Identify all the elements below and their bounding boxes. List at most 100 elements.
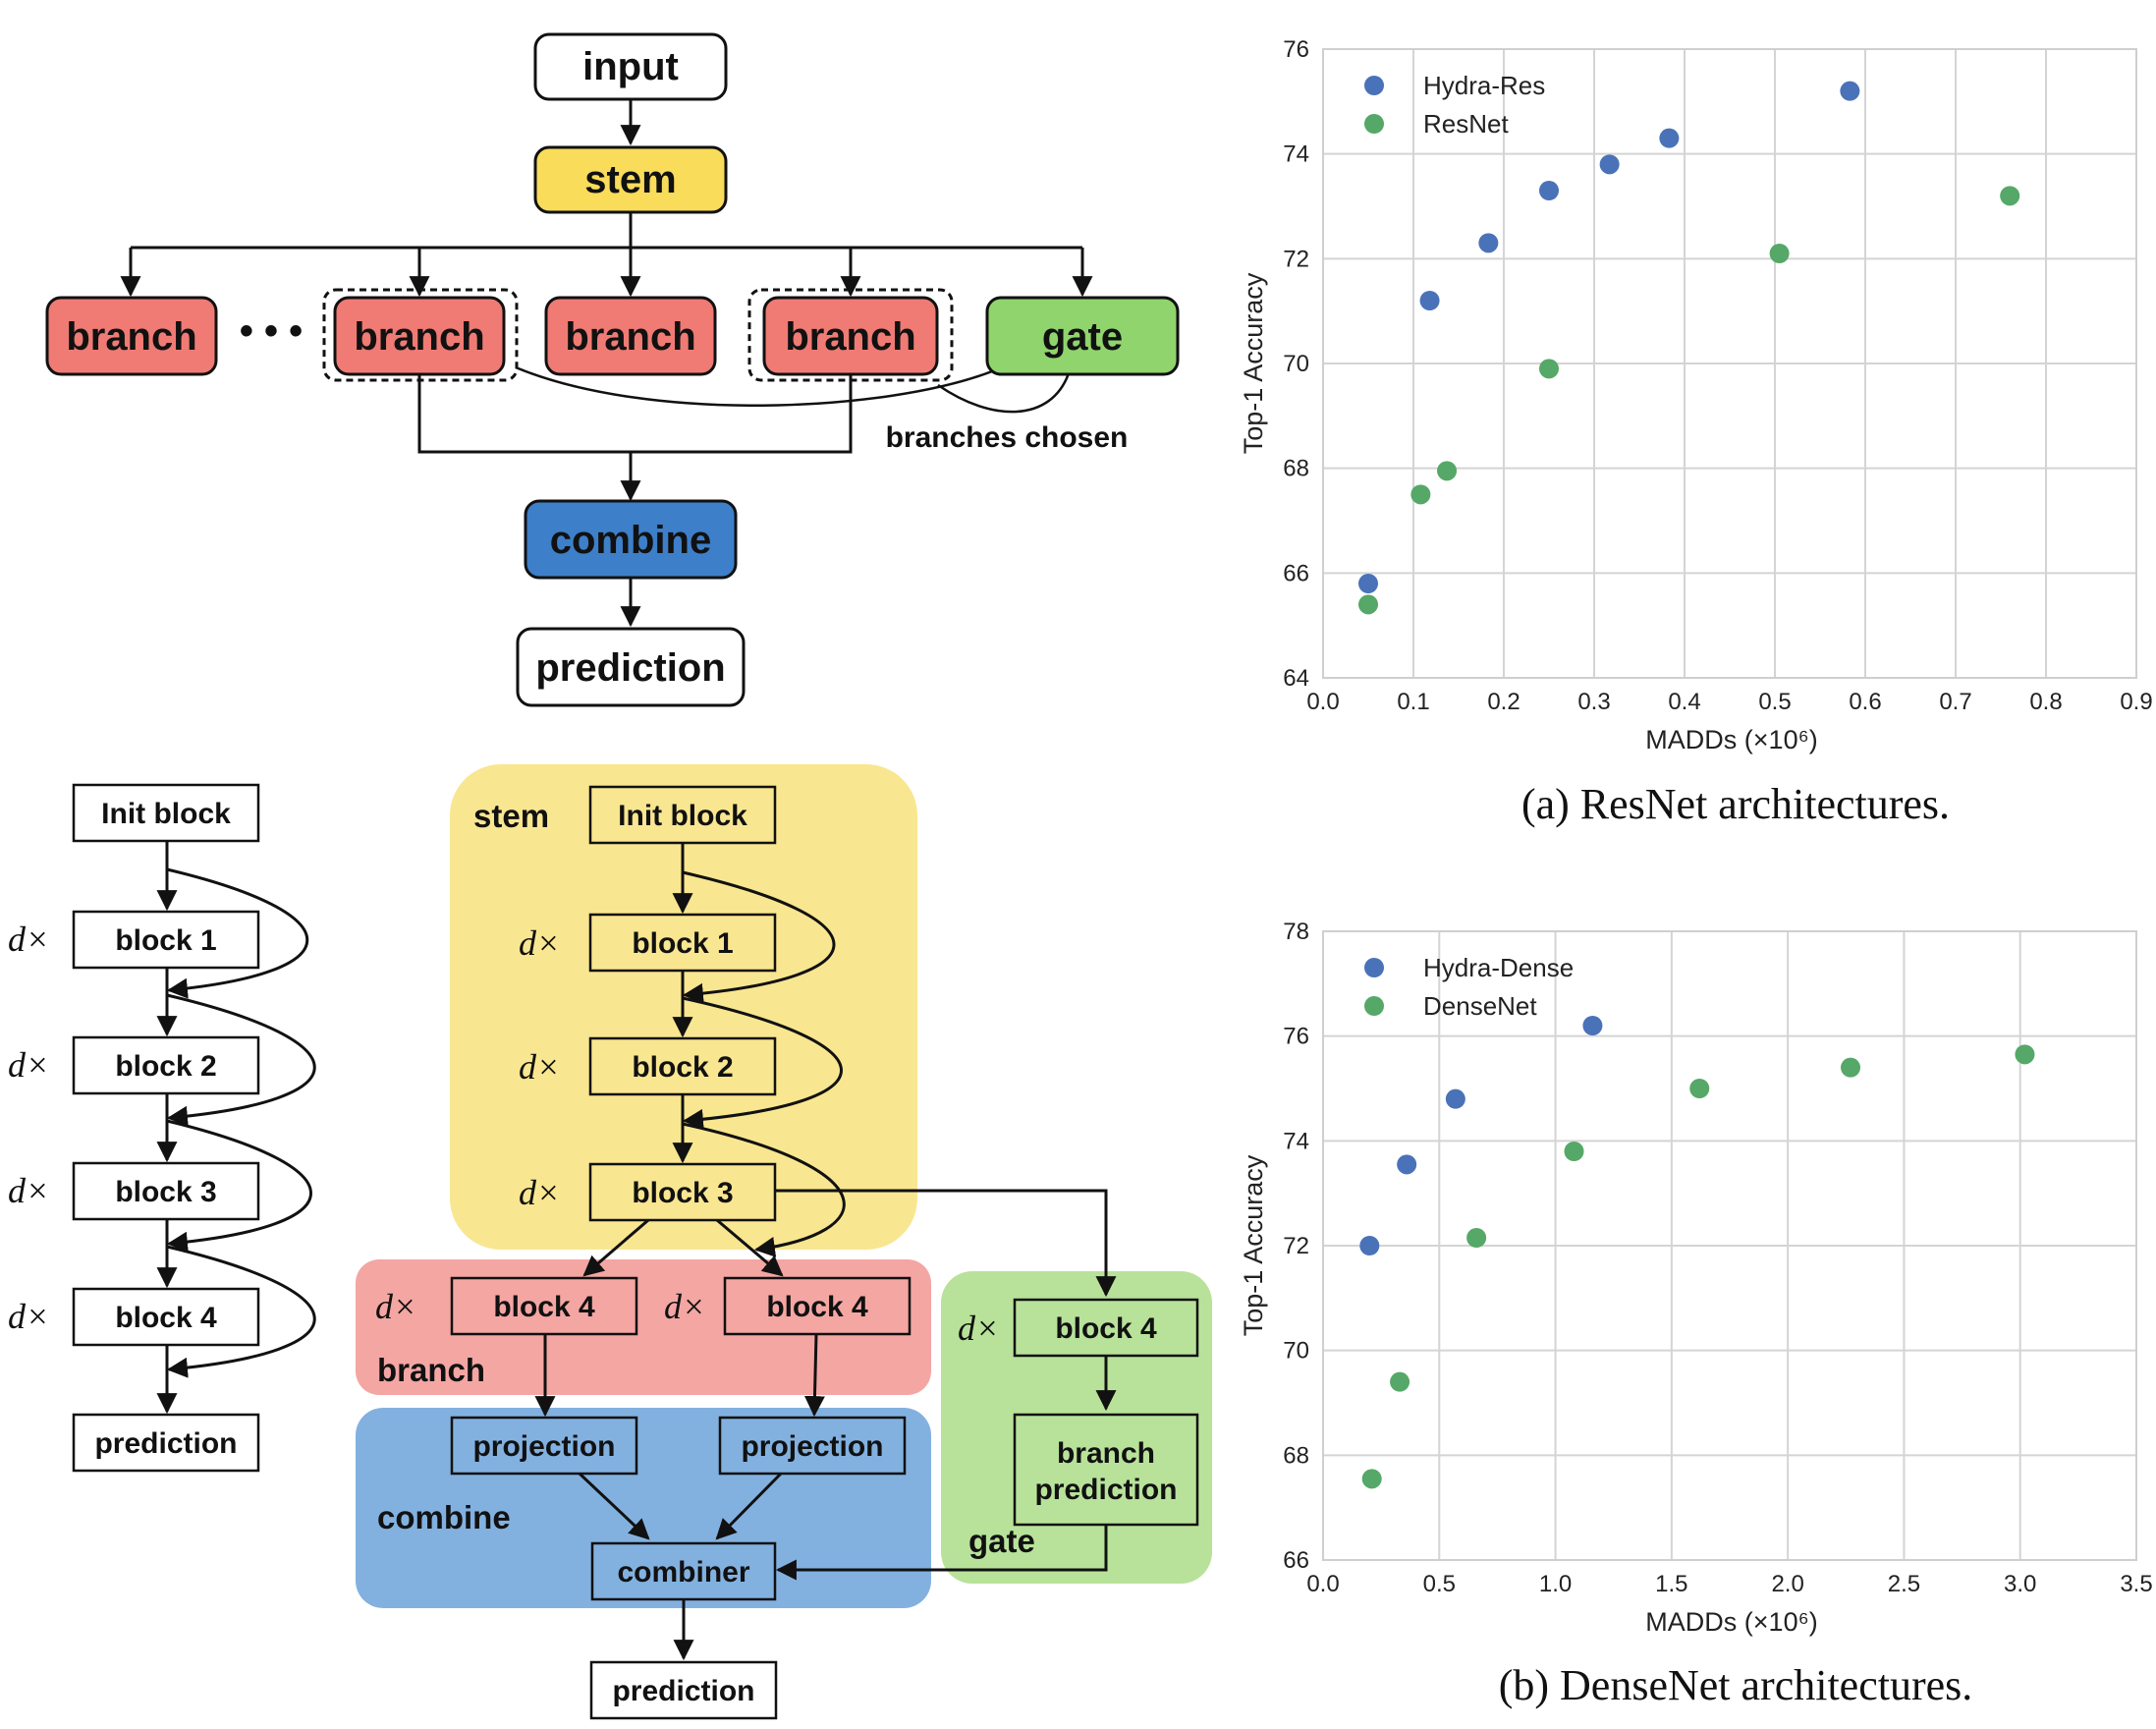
hydra-block-1: block 1	[588, 913, 777, 973]
x-tick-label: 0.7	[1939, 689, 1971, 715]
legend-marker	[1364, 114, 1384, 134]
x-tick-label: 1.0	[1539, 1571, 1572, 1597]
svg-text:prediction: prediction	[94, 1427, 237, 1460]
branch-block-4: block 4	[450, 1276, 638, 1336]
branches-chosen-label: branches chosen	[886, 421, 1129, 454]
x-tick-label: 2.0	[1771, 1571, 1803, 1597]
legend-label: Hydra-Res	[1423, 71, 1545, 100]
x-tick-label: 2.5	[1888, 1571, 1920, 1597]
baseline-data-point	[1390, 1371, 1410, 1392]
ellipsis: • • •	[240, 309, 303, 353]
gate-node: gate	[985, 296, 1180, 376]
branch-node: branch	[45, 296, 218, 376]
baseline-data-point	[2000, 186, 2020, 206]
branch-region-label: branch	[377, 1352, 485, 1388]
x-tick-label: 3.5	[2120, 1571, 2152, 1597]
x-tick-label: 0.0	[1306, 1571, 1339, 1597]
repeat-multiplier: d×	[8, 1045, 49, 1085]
baseline-data-point	[2015, 1044, 2035, 1065]
svg-text:prediction: prediction	[1034, 1474, 1177, 1506]
hydra-data-point	[1419, 291, 1440, 310]
densenet-accuracy-chart: 0.0 0.5 1.0 1.5 2.0 2.5 3.0 3.5 66 68 70 72 74 76 78 MA…	[1239, 919, 2153, 1709]
branch-node: branch	[762, 296, 939, 376]
baseline-data-point	[1361, 1469, 1382, 1489]
svg-text:Init block: Init block	[618, 800, 747, 832]
svg-text:block 4: block 4	[766, 1291, 868, 1323]
svg-text:projection: projection	[472, 1430, 615, 1463]
resnet-block-2: block 2	[72, 1035, 260, 1095]
svg-text:stem: stem	[584, 158, 676, 201]
hydra-block-3: block 3	[588, 1162, 777, 1222]
repeat-multiplier: d×	[519, 1047, 560, 1087]
svg-text:block 2: block 2	[115, 1050, 216, 1083]
y-tick-label: 78	[1283, 919, 1309, 945]
x-axis-label: MADDs (×10⁶)	[1645, 1607, 1817, 1637]
x-tick-label: 0.3	[1577, 689, 1610, 715]
svg-text:projection: projection	[741, 1430, 883, 1463]
projection-block: projection	[450, 1416, 638, 1476]
baseline-data-point	[1564, 1142, 1584, 1161]
repeat-multiplier: d×	[8, 1297, 49, 1336]
hydra-data-point	[1582, 1016, 1603, 1035]
branch-node: branch	[333, 296, 506, 376]
y-tick-label: 74	[1283, 1128, 1309, 1154]
combiner-block: combiner	[590, 1541, 777, 1601]
hydra-overview-diagram: input stem branch • • • branch branch br…	[45, 32, 1180, 707]
y-tick-label: 76	[1283, 1024, 1309, 1050]
y-tick-label: 70	[1283, 1338, 1309, 1365]
repeat-multiplier: d×	[8, 920, 49, 959]
x-tick-label: 0.1	[1397, 689, 1429, 715]
svg-text:block 3: block 3	[115, 1176, 216, 1208]
baseline-data-point	[1539, 359, 1559, 379]
resnet-diagram: Init block block 1 block 2 block 3 block…	[8, 783, 316, 1473]
y-tick-label: 66	[1283, 560, 1309, 586]
x-tick-label: 3.0	[2004, 1571, 2036, 1597]
svg-text:block 4: block 4	[493, 1291, 595, 1323]
x-tick-label: 0.5	[1423, 1571, 1456, 1597]
svg-text:prediction: prediction	[612, 1675, 754, 1707]
chart-caption: (b) DenseNet architectures.	[1499, 1661, 1973, 1709]
legend-marker	[1364, 76, 1384, 95]
hydra-prediction: prediction	[589, 1660, 778, 1720]
svg-text:Init block: Init block	[101, 798, 231, 830]
resnet-block-3: block 3	[72, 1161, 260, 1221]
plot-frame	[1322, 48, 2137, 679]
y-axis-label: Top-1 Accuracy	[1239, 272, 1268, 454]
branch-node: branch	[544, 296, 717, 376]
svg-text:branch: branch	[1057, 1437, 1155, 1470]
repeat-multiplier: d×	[375, 1287, 416, 1326]
hydra-data-point	[1397, 1154, 1417, 1175]
y-tick-label: 72	[1283, 246, 1309, 272]
resnet-accuracy-chart: 0.0 0.1 0.2 0.3 0.4 0.5 0.6 0.7 0.8 0.9 64 66 68 70 72…	[1239, 36, 2153, 828]
hydra-block-2: block 2	[588, 1036, 777, 1096]
hydra-connectors	[534, 843, 1117, 1661]
y-tick-label: 68	[1283, 1442, 1309, 1469]
resnet-connectors	[156, 841, 316, 1415]
x-tick-label: 1.5	[1655, 1571, 1687, 1597]
resnet-init-block: Init block	[72, 783, 260, 843]
repeat-multiplier: d×	[664, 1287, 705, 1326]
overview-connectors	[120, 99, 1093, 628]
svg-text:branch: branch	[785, 315, 915, 359]
x-tick-label: 0.0	[1306, 689, 1339, 715]
svg-text:block 1: block 1	[632, 927, 733, 960]
baseline-data-point	[1769, 244, 1790, 263]
svg-text:block 1: block 1	[115, 924, 216, 957]
x-tick-label: 0.2	[1487, 689, 1520, 715]
resnet-prediction: prediction	[72, 1413, 260, 1473]
svg-text:combine: combine	[550, 519, 711, 562]
selected-branch-outline	[747, 288, 954, 382]
resnet-block-1: block 1	[72, 910, 260, 970]
hydra-init-block: Init block	[588, 785, 777, 845]
input-node: input	[533, 32, 728, 101]
y-axis-label: Top-1 Accuracy	[1239, 1154, 1268, 1336]
x-tick-label: 0.8	[2029, 689, 2062, 715]
combine-node: combine	[524, 499, 738, 580]
svg-text:block 2: block 2	[632, 1051, 733, 1084]
hydra-data-point	[1539, 181, 1559, 200]
branch-block-4: block 4	[723, 1276, 912, 1336]
x-tick-label: 0.4	[1668, 689, 1700, 715]
legend-label: DenseNet	[1423, 991, 1537, 1021]
hydra-data-point	[1840, 81, 1860, 101]
